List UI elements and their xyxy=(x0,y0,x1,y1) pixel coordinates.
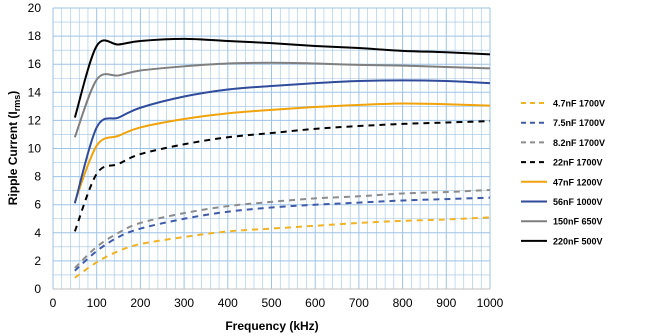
series-line xyxy=(73,120,491,232)
x-tick-label: 800 xyxy=(393,296,413,310)
y-axis-title: Ripple Current (Irms) xyxy=(6,91,22,206)
y-tick-label: 16 xyxy=(28,57,42,71)
y-axis-title-main: Ripple Current (I xyxy=(6,111,20,205)
series-line xyxy=(74,188,491,269)
y-tick-label: 2 xyxy=(34,254,41,268)
y-tick-label: 12 xyxy=(28,113,42,127)
series-line xyxy=(74,196,491,272)
x-tick-labels: 0 100 200 300 400 500 600 700 800 900 1000 xyxy=(50,296,504,310)
y-tick-label: 10 xyxy=(28,142,42,156)
x-tick-label: 1000 xyxy=(477,296,504,310)
x-axis-title: Frequency (kHz) xyxy=(225,319,318,333)
x-tick-label: 600 xyxy=(305,296,325,310)
x-tick-label: 100 xyxy=(87,296,107,310)
y-tick-label: 20 xyxy=(28,1,42,15)
y-tick-label: 4 xyxy=(34,226,41,240)
legend-label: 4.7nF 1700V xyxy=(553,99,605,109)
x-tick-label: 300 xyxy=(174,296,194,310)
y-tick-labels: 0 2 4 6 8 10 12 14 16 18 20 xyxy=(28,1,42,296)
y-tick-label: 0 xyxy=(34,282,41,296)
legend-label: 220nF 500V xyxy=(553,236,603,246)
series-line xyxy=(74,216,491,279)
series-line xyxy=(73,79,491,204)
legend-label: 8.2nF 1700V xyxy=(553,138,605,148)
grid xyxy=(52,7,491,290)
y-tick-label: 8 xyxy=(34,170,41,184)
x-tick-label: 0 xyxy=(50,296,57,310)
legend-label: 150nF 650V xyxy=(553,217,603,227)
y-tick-label: 18 xyxy=(28,29,42,43)
y-axis-title-sub: rms xyxy=(12,95,22,112)
y-tick-label: 14 xyxy=(28,85,42,99)
series-lines xyxy=(73,37,491,279)
legend-label: 7.5nF 1700V xyxy=(553,118,605,128)
y-axis-title-close: ) xyxy=(6,91,20,95)
x-tick-label: 500 xyxy=(261,296,281,310)
x-tick-label: 700 xyxy=(349,296,369,310)
legend-label: 22nF 1700V xyxy=(553,158,603,168)
legend-label: 56nF 1000V xyxy=(553,197,603,207)
legend-label: 47nF 1200V xyxy=(553,177,603,187)
y-tick-label: 6 xyxy=(34,198,41,212)
legend: 4.7nF 1700V 7.5nF 1700V 8.2nF 1700V 22nF 17… xyxy=(521,99,605,246)
series-line xyxy=(73,37,491,118)
x-tick-label: 400 xyxy=(218,296,238,310)
x-tick-label: 200 xyxy=(130,296,150,310)
x-tick-label: 900 xyxy=(436,296,456,310)
series-line xyxy=(73,61,491,138)
series-line xyxy=(73,102,491,203)
